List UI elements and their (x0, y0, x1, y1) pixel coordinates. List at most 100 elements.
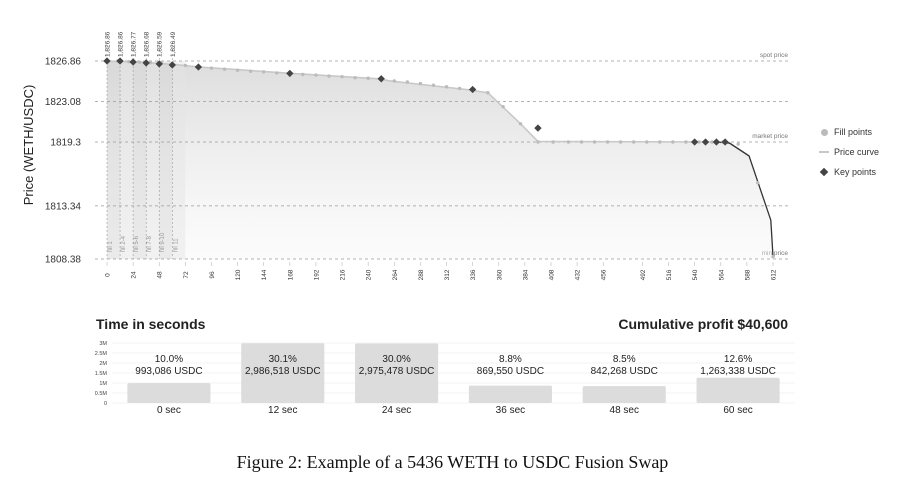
x-tick-label: 492 (640, 269, 647, 280)
x-tick-label-group: 96 (209, 271, 216, 279)
x-tick-label: 240 (366, 269, 373, 280)
fill-point (314, 73, 318, 77)
x-tick-label: 408 (549, 269, 556, 280)
y-tick-label: 1813.34 (45, 201, 82, 212)
time-heading: Time in seconds (96, 316, 206, 332)
volume-bar (355, 343, 439, 403)
fill-label-group: fill 1 (108, 241, 114, 252)
volume-bar (127, 383, 211, 403)
bar-category-label: 0 sec (157, 405, 181, 416)
fill-point (431, 83, 436, 87)
key-point-label-group: 1,826.49 (170, 31, 177, 57)
y-tick-label: 1808.38 (45, 255, 82, 266)
reference-line-label: market price (752, 133, 788, 140)
key-point-label-group: 1,826.86 (118, 31, 125, 57)
fill-point (444, 85, 449, 89)
x-tick-label-group: 288 (418, 269, 425, 280)
x-tick-label-group: 564 (718, 269, 725, 280)
bar-category-label: 36 sec (496, 405, 525, 416)
x-tick-label-group: 48 (157, 271, 164, 279)
key-point (116, 57, 124, 65)
x-tick-label-group: 216 (340, 269, 347, 280)
x-tick-label-group: 492 (640, 269, 647, 280)
bar-percent-label: 8.5% (613, 354, 636, 365)
bar-value-label: 869,550 USDC (477, 366, 544, 377)
legend-item-fill-points: Fill points (818, 122, 879, 142)
legend-item-price-curve: Price curve (818, 142, 879, 162)
key-point (377, 75, 385, 83)
x-tick-label: 384 (522, 269, 529, 280)
fill-point (736, 142, 740, 146)
fill-point (579, 140, 584, 144)
legend-label-fill-points: Fill points (834, 127, 873, 137)
bar-percent-label: 10.0% (155, 354, 183, 365)
fill-point (645, 140, 649, 144)
x-tick-label: 516 (666, 269, 673, 280)
price-area (107, 61, 773, 259)
fill-point (486, 91, 490, 95)
bar-value-label: 1,263,338 USDC (700, 366, 776, 377)
key-point-label: 1,826.49 (170, 31, 177, 57)
x-tick-label: 144 (261, 269, 268, 280)
x-tick-label: 456 (601, 269, 608, 280)
bar-percent-label: 30.1% (269, 354, 297, 365)
key-point-label: 1,826.68 (144, 31, 151, 57)
legend-item-key-points: Key points (818, 162, 879, 182)
price-chart: Price (WETH/USDC) 1826.86 1823.08 1819.3 18… (21, 31, 790, 280)
figure-caption: Figure 2: Example of a 5436 WETH to USDC… (236, 452, 669, 472)
key-point-label: 1,826.77 (131, 31, 138, 57)
x-tick-label: 612 (771, 269, 778, 280)
bar-percent-label: 30.0% (382, 354, 410, 365)
x-tick-label: 24 (131, 271, 138, 279)
key-point (129, 58, 137, 66)
x-tick-label: 120 (235, 269, 242, 280)
x-tick-label-group: 72 (183, 271, 190, 279)
fill-band (172, 61, 186, 259)
x-tick-label-group: 360 (496, 269, 503, 280)
x-tick-label-group: 612 (771, 269, 778, 280)
x-tick-label: 336 (470, 269, 477, 280)
fill-point (536, 140, 540, 144)
fill-point (418, 81, 423, 86)
fill-band (107, 61, 121, 259)
x-tick-label: 168 (287, 269, 294, 280)
x-tick-label-group: 0 (105, 273, 112, 277)
legend-label-price-curve: Price curve (834, 147, 880, 157)
x-tick-label: 564 (718, 269, 725, 280)
fill-point (592, 140, 597, 144)
volume-bar (468, 385, 552, 403)
reference-line-label: spot price (760, 52, 789, 59)
x-tick-label: 192 (313, 269, 320, 280)
x-tick-label-group: 540 (692, 269, 699, 280)
fill-point (183, 63, 188, 68)
key-point (721, 138, 729, 146)
fill-point (566, 140, 571, 144)
x-tick-label-group: 432 (575, 269, 582, 280)
fill-label-group: fill 5-6 (134, 235, 140, 252)
x-tick-label: 540 (692, 269, 699, 280)
chart-legend: Fill points Price curve Key points (818, 122, 879, 182)
fill-label-group: fill 9-10 (160, 232, 166, 252)
x-tick-label-group: 408 (549, 269, 556, 280)
key-point-label-group: 1,826.86 (105, 31, 112, 57)
x-tick-label-group: 336 (470, 269, 477, 280)
fill-point (684, 140, 688, 144)
key-point-label: 1,826.86 (105, 31, 112, 57)
y-tick-label: 1823.08 (45, 97, 82, 108)
x-tick-label-group: 456 (601, 269, 608, 280)
fill-point (148, 61, 153, 65)
key-point (468, 85, 477, 94)
fill-point (710, 140, 714, 144)
fill-point (262, 70, 266, 74)
key-point-label-group: 1,826.77 (131, 31, 138, 57)
bar-category-label: 60 sec (723, 405, 752, 416)
fill-label: fill 7-8 (147, 235, 153, 252)
key-point-label: 1,826.59 (157, 31, 164, 57)
fill-point (327, 74, 331, 78)
bar-percent-label: 8.8% (499, 354, 522, 365)
key-point (194, 63, 203, 71)
x-tick-label-group: 312 (444, 269, 451, 280)
reference-line-label: min price (762, 250, 789, 257)
fill-label: fill 11 (173, 238, 179, 252)
x-tick-label-group: 168 (287, 269, 294, 280)
